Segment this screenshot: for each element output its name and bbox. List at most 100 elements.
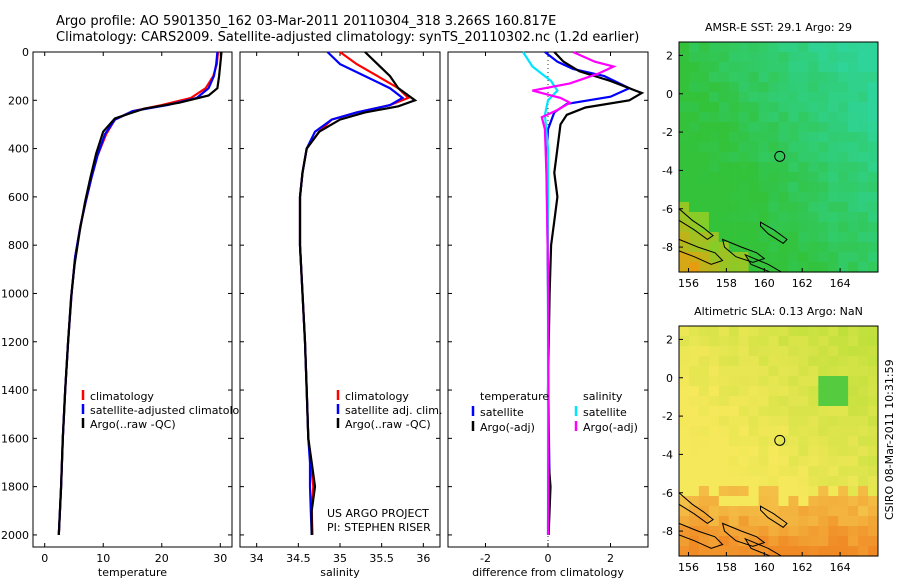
field-cell [788,92,799,103]
x-tick-label: 35 [333,552,347,565]
field-cell [838,376,849,387]
field-cell [848,326,859,337]
field-cell [788,436,799,447]
field-cell [788,242,799,253]
field-cell [848,506,859,517]
field-cell [698,356,710,367]
x-tick-label: 30 [213,552,227,565]
field-cell [818,536,829,547]
field-cell [838,62,849,73]
field-cell [838,52,849,63]
field-cell [758,42,770,53]
field-cell [738,386,750,397]
field-cell [748,132,760,143]
field-cell [808,72,819,83]
field-cell [798,152,809,163]
field-cell [679,252,690,263]
field-cell [758,426,770,437]
field-cell [768,446,779,457]
field-cell [758,536,770,547]
field-cell [718,172,730,183]
field-cell [818,222,829,233]
field-cell [868,162,879,173]
field-cell [868,496,879,507]
field-cell [708,162,720,173]
field-cell [698,242,710,253]
map-frame [678,325,879,557]
field-cell [689,252,700,263]
field-cell [788,356,799,367]
field-cell [778,82,789,93]
field-cell [848,406,859,417]
profile-panel-2: 34 34.5 35 35.5 36 salinity climatologysatelli… [239,51,442,579]
field-cell [748,376,760,387]
field-cell [778,526,789,537]
field-cell [698,132,710,143]
field-cell [689,526,700,537]
field-cell [748,72,760,83]
field-cell [758,82,770,93]
field-cell [788,182,799,193]
field-cell [708,62,720,73]
field-cell [728,366,740,377]
field-cell [848,456,859,467]
field-cell [778,262,789,273]
field-cell [788,526,799,537]
field-cell [788,52,799,63]
field-cell [868,202,879,213]
field-cell [689,222,700,233]
project-pi: PI: STEPHEN RISER [327,521,431,534]
field-cell [758,446,770,457]
field-cell [679,466,690,477]
field-cell [808,152,819,163]
field-cell [778,536,789,547]
field-cell [748,436,760,447]
field-cell [858,476,869,487]
y-tick-label: 0 [22,46,29,59]
field-cell [689,162,700,173]
field-cell [768,466,779,477]
field-cell [808,102,819,113]
y-tick-label: 1000 [1,287,29,300]
field-cell [858,536,869,547]
field-cell [718,516,730,527]
field-cell [718,346,730,357]
field-cell [778,476,789,487]
field-cell [798,476,809,487]
field-cell [758,476,770,487]
panel-frame [239,51,441,548]
field-cell [808,476,819,487]
field-cell [808,262,819,273]
field-cell [828,426,839,437]
field-cell [718,336,730,347]
field-cell [708,222,720,233]
field-cell [798,202,809,213]
field-cell [708,242,720,253]
field-cell [788,486,799,497]
field-cell [818,456,829,467]
field-cell [748,142,760,153]
field-cell [868,262,879,273]
field-cell [679,486,690,497]
field-cell [768,162,779,173]
field-cell [698,416,710,427]
field-cell [868,92,879,103]
field-cell [748,356,760,367]
field-cell [858,122,869,133]
field-cell [698,252,710,263]
field-cell [808,466,819,477]
field-cell [679,52,690,63]
field-cell [758,102,770,113]
field-cell [768,72,779,83]
field-cell [689,72,700,83]
field-cell [758,242,770,253]
field-cell [808,112,819,123]
field-cell [758,142,770,153]
field-cell [748,62,760,73]
field-cell [778,122,789,133]
field-cell [868,476,879,487]
field-cell [689,92,700,103]
field-cell [708,446,720,457]
field-cell [738,536,750,547]
